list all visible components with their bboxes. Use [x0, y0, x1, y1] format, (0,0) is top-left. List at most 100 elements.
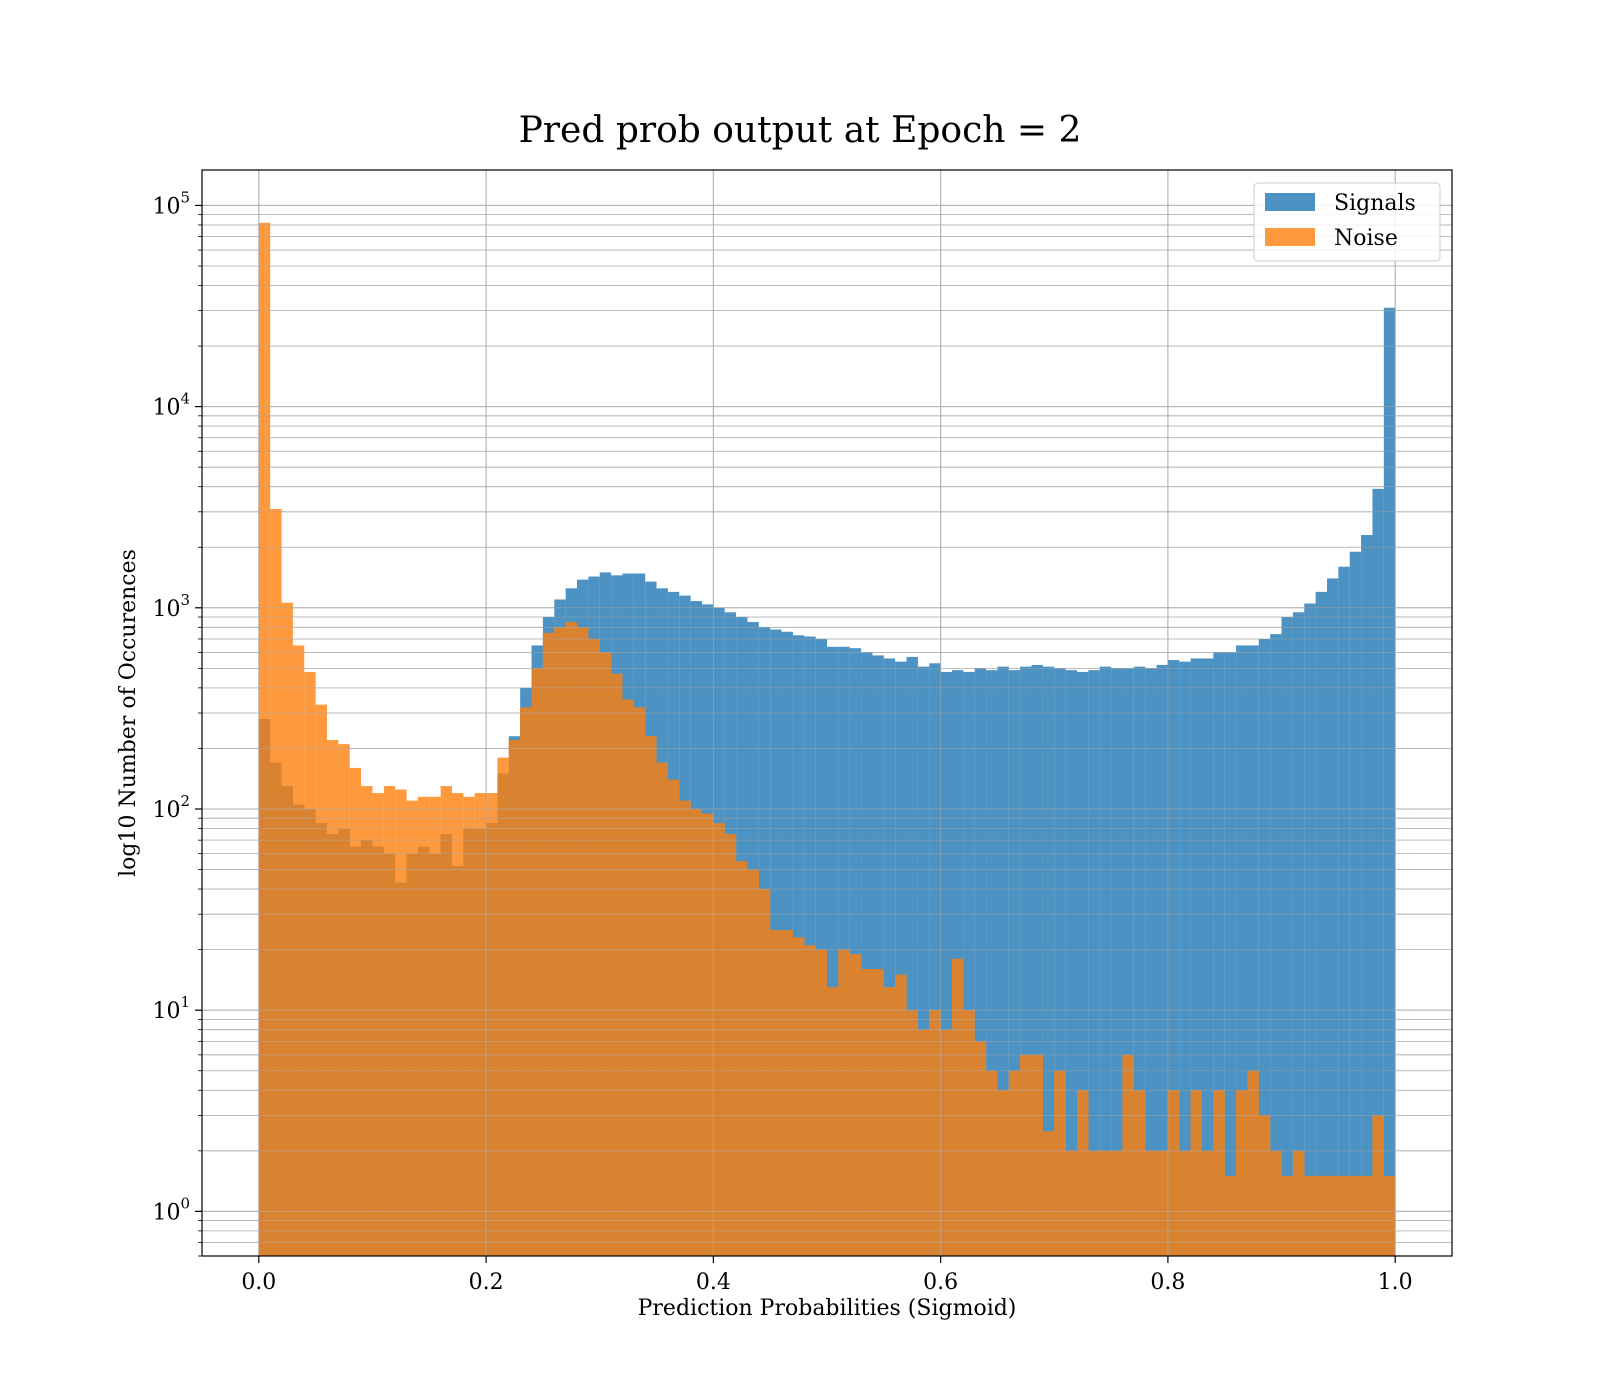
- signals-bar: [1236, 645, 1248, 1256]
- overlap-bar: [258, 719, 271, 1256]
- y-tick-label: 103: [152, 591, 190, 622]
- overlap-bar: [702, 813, 714, 1256]
- overlap-bar: [815, 949, 827, 1256]
- signals-bar: [1088, 670, 1100, 1256]
- signals-bar: [1304, 603, 1316, 1256]
- overlap-bar: [315, 823, 327, 1256]
- overlap-bar: [940, 1029, 952, 1256]
- signals-bar: [963, 671, 975, 1256]
- signals-bar: [1020, 666, 1032, 1256]
- x-tick-label: 0.2: [469, 1270, 504, 1295]
- signals-bar: [1099, 666, 1112, 1256]
- signals-bar: [1327, 578, 1339, 1256]
- overlap-bar: [1361, 1175, 1373, 1256]
- overlap-bar: [1383, 1175, 1396, 1256]
- overlap-bar: [1156, 1150, 1168, 1256]
- signals-bar: [1054, 668, 1066, 1256]
- overlap-bar: [781, 930, 793, 1256]
- overlap-bar: [1042, 1131, 1055, 1256]
- overlap-bar: [1292, 1150, 1305, 1256]
- signals-bar: [895, 661, 907, 1256]
- overlap-bar: [1111, 1150, 1123, 1256]
- x-tick-label: 1.0: [1378, 1270, 1413, 1295]
- overlap-bar: [872, 969, 884, 1256]
- y-tick-label: 101: [152, 993, 190, 1024]
- overlap-bar: [1145, 1150, 1157, 1256]
- y-axis-label: log10 Number of Occurences: [116, 549, 141, 877]
- overlap-bar: [349, 846, 362, 1256]
- x-axis-ticks: 0.0 0.2 0.4 0.6 0.8 1.0: [241, 1256, 1413, 1295]
- legend: Signals Noise: [1253, 182, 1441, 262]
- overlap-bar: [747, 869, 759, 1256]
- overlap-bar: [577, 627, 589, 1256]
- overlap-bar: [792, 937, 805, 1256]
- overlap-bar: [1088, 1150, 1100, 1256]
- overlap-bar: [690, 808, 702, 1256]
- signals-bar: [1179, 661, 1191, 1256]
- overlap-bar: [1008, 1070, 1021, 1256]
- signals-bar: [1224, 652, 1237, 1256]
- signals-bar: [917, 666, 930, 1256]
- overlap-bar: [1031, 1054, 1043, 1256]
- y-tick-label: 100: [152, 1194, 190, 1225]
- signals-bar: [1065, 670, 1077, 1256]
- overlap-bar: [770, 930, 782, 1256]
- overlap-bar: [804, 945, 816, 1256]
- overlap-bar: [1372, 1115, 1384, 1256]
- signals-bar: [849, 648, 862, 1256]
- overlap-bar: [565, 622, 577, 1256]
- overlap-bar: [270, 762, 282, 1256]
- signals-bar: [1202, 658, 1214, 1256]
- signals-bar: [986, 670, 998, 1256]
- overlap-bar: [1247, 1070, 1259, 1256]
- overlap-bar: [827, 987, 839, 1256]
- signals-bar: [929, 663, 941, 1256]
- overlap-bar: [531, 668, 543, 1256]
- overlap-bar: [588, 638, 600, 1256]
- signals-bar: [883, 658, 896, 1256]
- overlap-bar: [1099, 1150, 1112, 1256]
- overlap-bar: [1338, 1175, 1350, 1256]
- overlap-bar: [508, 740, 521, 1256]
- x-tick-label: 0.6: [923, 1270, 958, 1295]
- overlap-bar: [327, 834, 339, 1256]
- signals-bar: [1338, 566, 1350, 1256]
- overlap-bar: [656, 762, 668, 1256]
- signals-bar: [815, 638, 827, 1256]
- overlap-bar: [645, 736, 657, 1256]
- overlap-bar: [997, 1090, 1009, 1256]
- grid-lines-front: [202, 170, 1452, 1257]
- overlap-bar: [952, 958, 964, 1256]
- overlap-bar: [440, 834, 452, 1256]
- overlap-bar: [1133, 1090, 1146, 1256]
- overlap-bar: [861, 969, 873, 1256]
- overlap-bar: [1224, 1175, 1237, 1256]
- signals-bar: [1145, 668, 1157, 1256]
- signals-bar: [906, 656, 918, 1256]
- signals-bar: [1315, 591, 1327, 1256]
- overlap-bar: [361, 840, 373, 1256]
- signals-bar: [940, 671, 952, 1256]
- overlap-bar: [883, 987, 896, 1256]
- overlap-bar: [372, 846, 384, 1256]
- signals-bar: [1190, 658, 1202, 1256]
- y-tick-label: 105: [152, 188, 190, 219]
- overlap-bar: [1167, 1090, 1180, 1256]
- overlap-bar: [1020, 1054, 1032, 1256]
- overlap-bar: [292, 804, 305, 1256]
- legend-label-noise: Noise: [1334, 226, 1398, 251]
- signals-bar: [1383, 307, 1396, 1256]
- signals-bar: [997, 666, 1009, 1256]
- signals-bar: [1247, 645, 1259, 1256]
- signals-bar: [1156, 664, 1168, 1256]
- signals-bar: [872, 655, 884, 1256]
- overlap-bar: [463, 828, 475, 1256]
- overlap-bar: [974, 1041, 987, 1256]
- x-tick-label: 0.4: [696, 1270, 731, 1295]
- signals-bar: [1372, 488, 1384, 1256]
- legend-swatch-noise: [1265, 228, 1315, 246]
- overlap-bar: [452, 866, 464, 1256]
- signals-bar: [827, 646, 839, 1256]
- overlap-bar: [304, 808, 316, 1256]
- signals-bar: [1077, 671, 1089, 1256]
